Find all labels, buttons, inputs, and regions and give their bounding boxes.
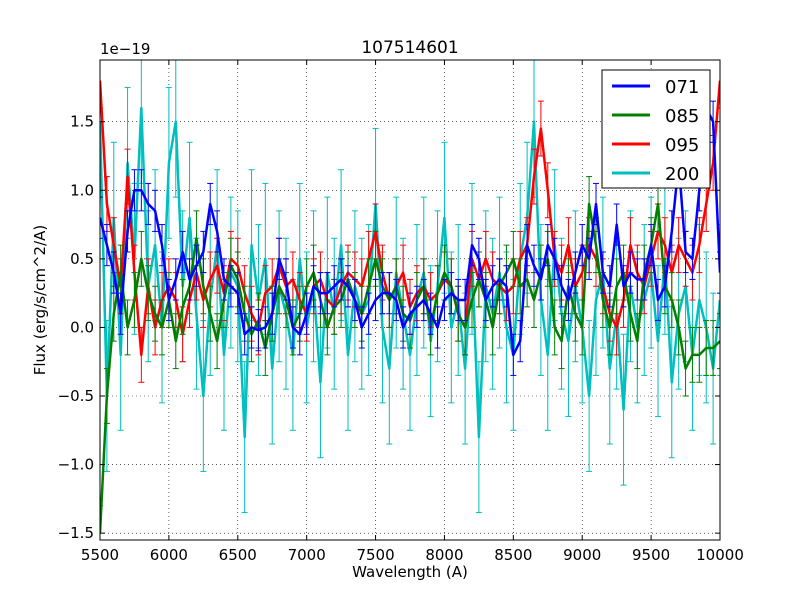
y-tick-label: 1.0 bbox=[70, 181, 94, 199]
y-tick-label: 1.5 bbox=[70, 113, 94, 131]
x-tick-label: 10000 bbox=[696, 546, 744, 564]
y-tick-label: 0.0 bbox=[70, 318, 94, 336]
y-tick-label: 0.5 bbox=[70, 250, 94, 268]
y-axis-label: Flux (erg/s/cm^2/A) bbox=[31, 225, 49, 376]
x-tick-label: 9000 bbox=[563, 546, 601, 564]
x-tick-label: 6000 bbox=[150, 546, 188, 564]
x-tick-label: 6500 bbox=[219, 546, 257, 564]
legend: 071 085 095 200 bbox=[601, 69, 711, 189]
x-axis-label: Wavelength (A) bbox=[352, 563, 468, 581]
series-071 bbox=[100, 86, 720, 376]
plot-frame bbox=[99, 59, 721, 541]
x-tick-label: 7000 bbox=[288, 546, 326, 564]
x-tick-label: 9500 bbox=[632, 546, 670, 564]
y-tick-label: −1.0 bbox=[58, 456, 94, 474]
series-line-071 bbox=[100, 106, 720, 357]
chart-title: 107514601 bbox=[361, 38, 458, 58]
legend-label-095: 095 bbox=[665, 135, 699, 156]
x-tick-label: 7500 bbox=[356, 546, 394, 564]
ticks: 5500 6000 6500 7000 7500 8000 8500 9000 9500 1000… bbox=[58, 60, 744, 564]
y-tick-label: −0.5 bbox=[58, 387, 94, 405]
legend-label-200: 200 bbox=[665, 164, 699, 185]
y-offset-label: 1e−19 bbox=[100, 40, 150, 58]
x-tick-label: 8500 bbox=[494, 546, 532, 564]
x-tick-label: 8000 bbox=[425, 546, 463, 564]
legend-box bbox=[601, 69, 711, 189]
legend-label-071: 071 bbox=[665, 77, 699, 98]
legend-label-085: 085 bbox=[665, 106, 699, 127]
y-tick-label: −1.5 bbox=[58, 524, 94, 542]
x-tick-label: 5500 bbox=[81, 546, 119, 564]
series-group bbox=[100, 60, 720, 540]
